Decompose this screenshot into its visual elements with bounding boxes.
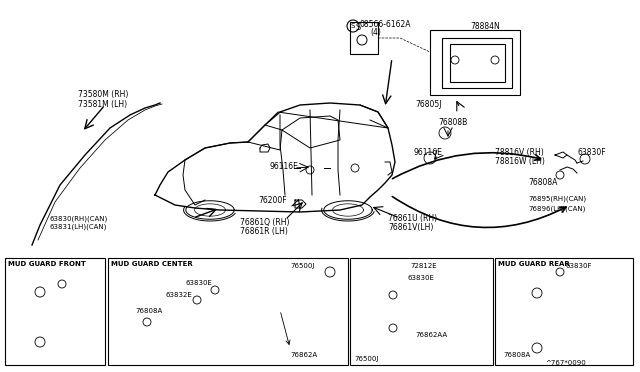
Text: 76895(RH)(CAN): 76895(RH)(CAN) [528,196,586,202]
Text: 76808B: 76808B [438,118,467,127]
Bar [350,22,378,54]
Bar [5,258,105,365]
Text: 76861R (LH): 76861R (LH) [240,227,288,236]
Text: ^767*0090: ^767*0090 [545,360,586,366]
Text: (4): (4) [370,28,381,37]
Text: 72812E: 72812E [410,263,436,269]
Bar [495,258,633,365]
Text: 78884N: 78884N [470,22,500,31]
Text: 76200F: 76200F [258,196,287,205]
Text: 63830(RH)(CAN): 63830(RH)(CAN) [50,216,108,222]
Text: 76808A: 76808A [503,352,531,358]
Text: 96116E: 96116E [270,162,299,171]
Text: 78816W (LH): 78816W (LH) [495,157,545,166]
Text: 76500J: 76500J [354,356,378,362]
Bar [350,258,493,365]
Text: 63830E: 63830E [408,275,435,281]
Text: 73581M (LH): 73581M (LH) [78,100,127,109]
Text: 76862AA: 76862AA [415,332,447,338]
Text: 63830F: 63830F [565,263,591,269]
Text: MUD GUARD REAR: MUD GUARD REAR [498,261,570,267]
Text: 63831(LH)(CAN): 63831(LH)(CAN) [50,224,108,231]
Text: 96116E: 96116E [413,148,442,157]
Text: 63830E: 63830E [185,280,212,286]
Text: MUD GUARD CENTER: MUD GUARD CENTER [111,261,193,267]
Text: 76862A: 76862A [290,352,317,358]
Text: 76861Q (RH): 76861Q (RH) [240,218,289,227]
Text: 78816V (RH): 78816V (RH) [495,148,544,157]
Text: 08566-6162A: 08566-6162A [360,20,412,29]
Bar [108,258,348,365]
Text: 63830F: 63830F [578,148,607,157]
Text: 73580M (RH): 73580M (RH) [78,90,129,99]
Text: S: S [351,23,355,29]
Bar [430,30,520,95]
Text: 63832E: 63832E [165,292,192,298]
Bar [450,44,505,82]
Text: S: S [355,23,360,32]
Text: 76500J: 76500J [290,263,314,269]
Text: 76808A: 76808A [135,308,163,314]
Text: MUD GUARD FRONT: MUD GUARD FRONT [8,261,86,267]
Text: 76861V(LH): 76861V(LH) [388,223,433,232]
Text: 76808A: 76808A [528,178,557,187]
Text: 76861U (RH): 76861U (RH) [388,214,437,223]
Text: 76805J: 76805J [415,100,442,109]
Text: 76896(LH)(CAN): 76896(LH)(CAN) [528,205,586,212]
Bar [442,38,512,88]
